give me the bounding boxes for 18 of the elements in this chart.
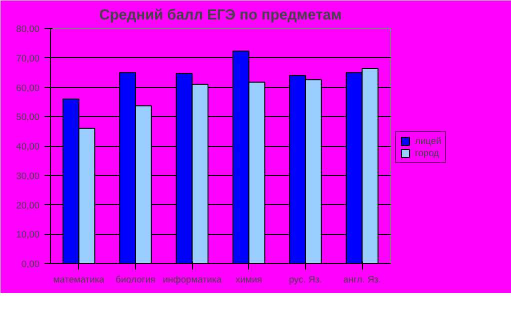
y-tick-label: 0,00 [21,259,40,269]
x-tick-label: математика [53,274,106,284]
y-tick-label: 10,00 [16,230,40,240]
y-tick-label: 20,00 [16,200,40,210]
x-tick-label: рус. Яз. [288,274,322,284]
y-tick-label: 60,00 [16,82,40,93]
y-tick-label: 30,00 [16,170,40,181]
y-tick-label: 80,00 [16,24,40,34]
x-tick-label: англ. Яз. [343,274,382,284]
legend-label: лицей [415,136,442,146]
x-tick-label: химия [236,274,262,284]
x-tick-label: биология [116,274,156,284]
x-tick-label: информатика [162,274,222,284]
y-tick-label: 50,00 [16,112,40,122]
y-tick-label: 70,00 [16,53,40,64]
y-tick-label: 40,00 [16,142,40,152]
legend-label: город [415,148,439,158]
chart-title: Средний балл ЕГЭ по предметам [99,8,342,24]
